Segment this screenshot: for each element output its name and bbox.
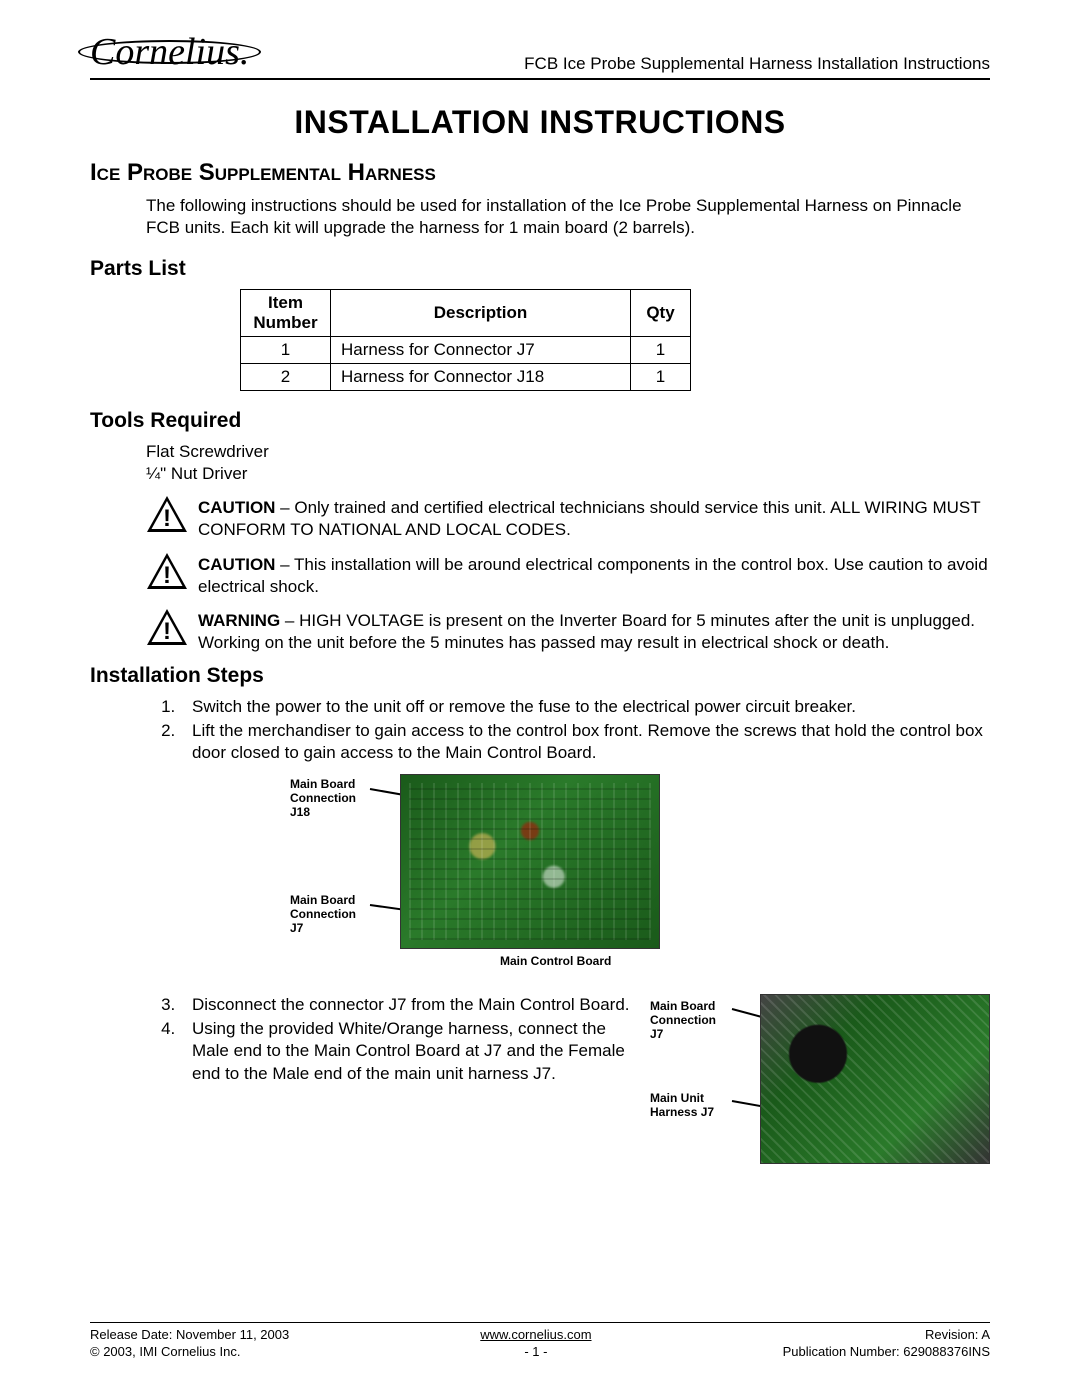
- page-footer: Release Date: November 11, 2003 © 2003, …: [90, 1322, 990, 1361]
- steps-34-wrap: Disconnect the connector J7 from the Mai…: [146, 994, 990, 1184]
- board-image-2: [760, 994, 990, 1164]
- board-image: [400, 774, 660, 949]
- figure2-label-bottom: Main Unit Harness J7: [650, 1092, 732, 1120]
- warning-icon: !: [146, 552, 188, 590]
- table-row: 1 Harness for Connector J7 1: [241, 337, 691, 364]
- step-item: Disconnect the connector J7 from the Mai…: [180, 994, 640, 1016]
- step-item: Using the provided White/Orange harness,…: [180, 1018, 640, 1084]
- figure-1: Main Board Connection J18 Main Board Con…: [200, 774, 990, 984]
- step-item: Switch the power to the unit off or remo…: [180, 696, 990, 718]
- intro-paragraph: The following instructions should be use…: [146, 195, 990, 239]
- table-header: Item Number: [241, 290, 331, 337]
- parts-table: Item Number Description Qty 1 Harness fo…: [240, 289, 691, 391]
- install-steps-34: Disconnect the connector J7 from the Mai…: [146, 994, 640, 1086]
- footer-left: Release Date: November 11, 2003 © 2003, …: [90, 1327, 289, 1361]
- figure-label-j7: Main Board Connection J7: [290, 894, 370, 935]
- warning-text: WARNING – HIGH VOLTAGE is present on the…: [198, 608, 990, 654]
- document-title: FCB Ice Probe Supplemental Harness Insta…: [524, 54, 990, 74]
- main-title: INSTALLATION INSTRUCTIONS: [90, 104, 990, 141]
- caution-block: ! CAUTION – Only trained and certified e…: [146, 495, 990, 541]
- svg-text:!: !: [163, 618, 171, 645]
- table-header: Qty: [631, 290, 691, 337]
- footer-right: Revision: A Publication Number: 62908837…: [783, 1327, 990, 1361]
- install-steps-12: Switch the power to the unit off or remo…: [180, 696, 990, 764]
- website-link[interactable]: www.cornelius.com: [480, 1327, 591, 1342]
- caution-block: ! CAUTION – This installation will be ar…: [146, 552, 990, 598]
- footer-center: www.cornelius.com - 1 -: [480, 1327, 591, 1361]
- figure-2: Main Board Connection J7 Main Unit Harne…: [650, 994, 990, 1184]
- figure-caption: Main Control Board: [500, 954, 611, 968]
- table-header: Description: [331, 290, 631, 337]
- parts-list-heading: Parts List: [90, 257, 990, 281]
- tools-heading: Tools Required: [90, 409, 990, 433]
- warning-icon: !: [146, 608, 188, 646]
- warning-icon: !: [146, 495, 188, 533]
- svg-text:!: !: [163, 562, 171, 589]
- svg-text:!: !: [163, 505, 171, 532]
- caution-text: CAUTION – This installation will be arou…: [198, 552, 990, 598]
- brand-logo: Cornelius.: [90, 30, 249, 74]
- caution-text: CAUTION – Only trained and certified ele…: [198, 495, 990, 541]
- install-heading: Installation Steps: [90, 664, 990, 688]
- figure2-label-top: Main Board Connection J7: [650, 1000, 732, 1041]
- table-row: 2 Harness for Connector J18 1: [241, 364, 691, 391]
- figure-label-j18: Main Board Connection J18: [290, 778, 370, 819]
- page-header: Cornelius. FCB Ice Probe Supplemental Ha…: [90, 30, 990, 80]
- warning-block: ! WARNING – HIGH VOLTAGE is present on t…: [146, 608, 990, 654]
- tools-list: Flat Screwdriver ¼" Nut Driver: [146, 441, 990, 485]
- list-item: Flat Screwdriver: [146, 441, 990, 463]
- section-title: Ice Probe Supplemental Harness: [90, 159, 990, 187]
- step-item: Lift the merchandiser to gain access to …: [180, 720, 990, 764]
- list-item: ¼" Nut Driver: [146, 463, 990, 485]
